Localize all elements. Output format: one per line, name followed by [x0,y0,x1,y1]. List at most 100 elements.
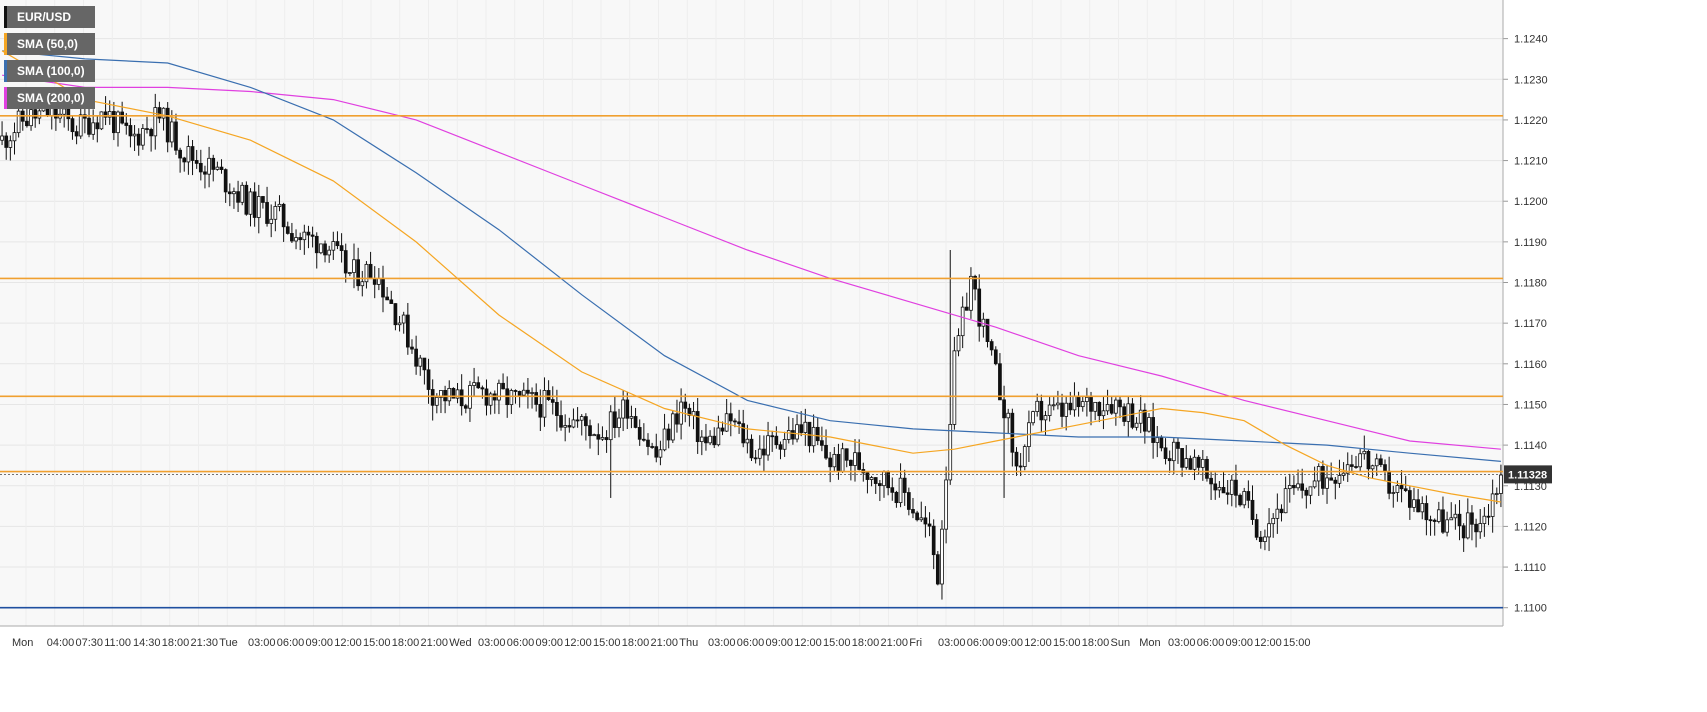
candle-body [811,426,816,447]
candle-body [604,437,609,441]
candle-body [244,184,249,215]
y-tick-label: 1.1130 [1514,481,1547,493]
candle-body [165,107,170,143]
candle-body [1205,458,1209,479]
candle-body [1213,483,1218,491]
x-tick-label: 21:00 [651,637,679,649]
candle-body [422,357,427,371]
x-tick-label: 09:00 [536,637,564,649]
candle-body [757,448,762,459]
candle-body [526,389,530,394]
candle-body [840,448,845,472]
candle-body [439,389,443,398]
legend-item-sma50[interactable]: SMA (50,0) [4,33,95,55]
candle-body [145,128,149,130]
legend-item-sma200[interactable]: SMA (200,0) [4,87,95,109]
candle-body [215,166,220,170]
y-axis-background [1503,0,1707,712]
candle-body [952,350,957,425]
candle-body [480,387,485,390]
x-tick-label: Fri [909,637,922,649]
candle-body [737,421,741,425]
candle-body [455,389,460,399]
candle-body [613,411,617,428]
legend-label-sma50: SMA (50,0) [17,37,78,51]
candle-body [211,157,216,170]
candle-body [1159,437,1164,449]
candle-body [1184,458,1189,468]
candle-body [1470,512,1474,525]
sma100-line [2,50,1501,462]
y-tick-label: 1.1200 [1514,196,1548,208]
candle-body [78,114,83,137]
candle-body [335,241,340,247]
candle-body [1114,399,1118,414]
candle-body [1428,519,1433,522]
candle-body [1246,491,1251,501]
x-tick-label: 09:00 [996,637,1024,649]
x-tick-label: 14:30 [133,637,161,649]
candle-body [1383,464,1387,472]
candle-body [252,191,257,218]
candle-body [1035,400,1040,412]
candle-body [302,231,307,241]
candle-body [0,135,4,141]
candle-body [625,399,630,419]
candle-body [285,226,290,234]
candle-body [12,132,17,142]
candle-body [596,434,601,440]
candle-body [646,439,650,447]
candle-body [364,263,369,283]
candle-body [8,140,13,148]
candle-body [786,430,791,440]
candle-body [869,477,874,480]
legend-label-sma200: SMA (200,0) [17,91,85,105]
candle-body [795,424,799,440]
candle-body [766,435,770,456]
candle-body [223,169,228,193]
candle-body [579,416,584,421]
x-tick-label: 18:00 [392,637,420,649]
candle-body [1292,485,1296,489]
candle-body [555,401,559,416]
x-tick-label: 15:00 [363,637,391,649]
candle-body [1221,487,1226,494]
candle-body [964,306,969,311]
candle-body [261,196,265,203]
candle-body [989,341,994,351]
candle-body [1126,403,1131,422]
candle-body [149,129,153,137]
candle-body [488,393,493,406]
candle-body [1432,519,1437,522]
x-tick-label: 12:00 [1254,637,1282,649]
legend-item-symbol[interactable]: EUR/USD [4,6,95,28]
candle-body [219,166,224,171]
candle-body [128,125,133,137]
x-tick-label: 06:00 [1197,637,1225,649]
candle-body [157,107,162,119]
candle-body [194,160,199,164]
candle-body [836,453,841,472]
candle-body [161,107,166,119]
candle-body [1039,400,1044,421]
candle-body [107,111,112,118]
candle-body [733,420,737,423]
candle-body [265,202,269,224]
x-tick-label: Sun [1111,637,1131,649]
y-tick-label: 1.1150 [1514,399,1547,411]
candle-body [1080,401,1085,408]
y-tick-label: 1.1220 [1514,115,1548,127]
candle-body [1072,395,1077,411]
candle-body [227,191,232,195]
candle-body [232,191,236,195]
candle-body [608,411,613,441]
candle-body [451,388,456,399]
candle-body [472,382,476,386]
sma50-line [1,50,1501,503]
candle-body [1337,475,1342,484]
legend-item-sma100[interactable]: SMA (100,0) [4,60,95,82]
candle-body [174,121,178,151]
candle-body [310,234,315,237]
candle-body [169,121,174,143]
